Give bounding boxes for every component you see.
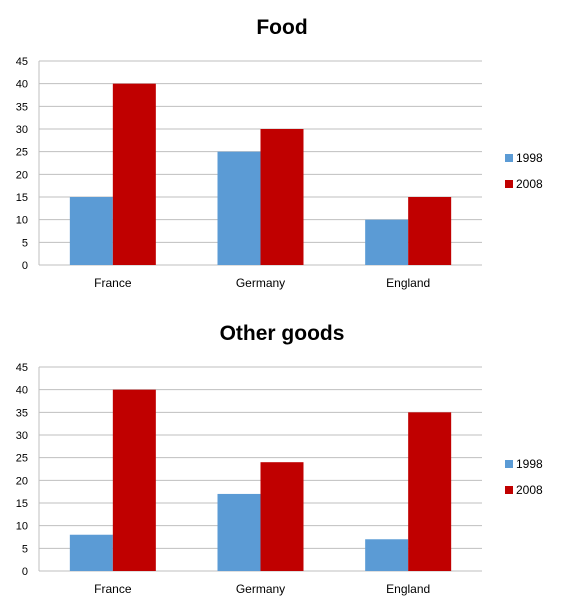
bar-2008-france (113, 390, 156, 571)
other-goods-chart-plot: 0 5 10 15 20 25 30 35 40 45 France Germany England 19… (0, 306, 564, 606)
bar-1998-england (365, 539, 408, 571)
y-tick-label: 20 (16, 169, 28, 181)
other-goods-chart: Other goods 0 5 10 15 20 25 30 35 40 45 France Germ… (0, 306, 564, 606)
y-tick-label: 10 (16, 215, 28, 227)
legend-swatch-2008 (505, 180, 513, 188)
y-tick-label: 30 (16, 430, 28, 442)
bar-2008-england (408, 412, 451, 571)
y-tick-label: 15 (16, 498, 28, 510)
food-chart-plot: 0 5 10 15 20 25 30 35 40 45 France Germany England 19… (0, 0, 564, 300)
legend-label-1998: 1998 (516, 457, 543, 471)
y-tick-label: 35 (16, 101, 28, 113)
legend-swatch-1998 (505, 154, 513, 162)
y-tick-label: 40 (16, 79, 28, 91)
x-category-label: France (94, 276, 132, 290)
food-chart: Food 0 5 10 15 20 25 30 35 40 45 France Germany Engl… (0, 0, 564, 300)
y-tick-label: 0 (22, 260, 28, 272)
y-tick-label: 25 (16, 147, 28, 159)
bar-1998-france (70, 535, 113, 571)
bar-1998-germany (218, 152, 261, 265)
bar-1998-germany (218, 494, 261, 571)
bar-1998-france (70, 197, 113, 265)
y-tick-label: 15 (16, 192, 28, 204)
y-tick-label: 45 (16, 362, 28, 374)
legend-swatch-1998 (505, 460, 513, 468)
x-category-label: France (94, 582, 132, 596)
legend-label-2008: 2008 (516, 483, 543, 497)
y-tick-label: 0 (22, 566, 28, 578)
x-category-label: Germany (236, 276, 285, 290)
y-tick-label: 20 (16, 475, 28, 487)
y-tick-label: 5 (22, 543, 28, 555)
bar-1998-england (365, 220, 408, 265)
bar-2008-germany (261, 462, 304, 571)
bar-2008-france (113, 84, 156, 265)
legend-label-1998: 1998 (516, 151, 543, 165)
y-tick-label: 10 (16, 521, 28, 533)
x-category-label: England (386, 582, 430, 596)
bar-2008-germany (261, 129, 304, 265)
legend-swatch-2008 (505, 486, 513, 494)
y-tick-label: 35 (16, 407, 28, 419)
y-tick-label: 45 (16, 56, 28, 68)
x-category-label: England (386, 276, 430, 290)
y-tick-label: 30 (16, 124, 28, 136)
y-tick-label: 25 (16, 453, 28, 465)
y-tick-label: 5 (22, 237, 28, 249)
y-tick-label: 40 (16, 385, 28, 397)
legend-label-2008: 2008 (516, 177, 543, 191)
x-category-label: Germany (236, 582, 285, 596)
bar-2008-england (408, 197, 451, 265)
